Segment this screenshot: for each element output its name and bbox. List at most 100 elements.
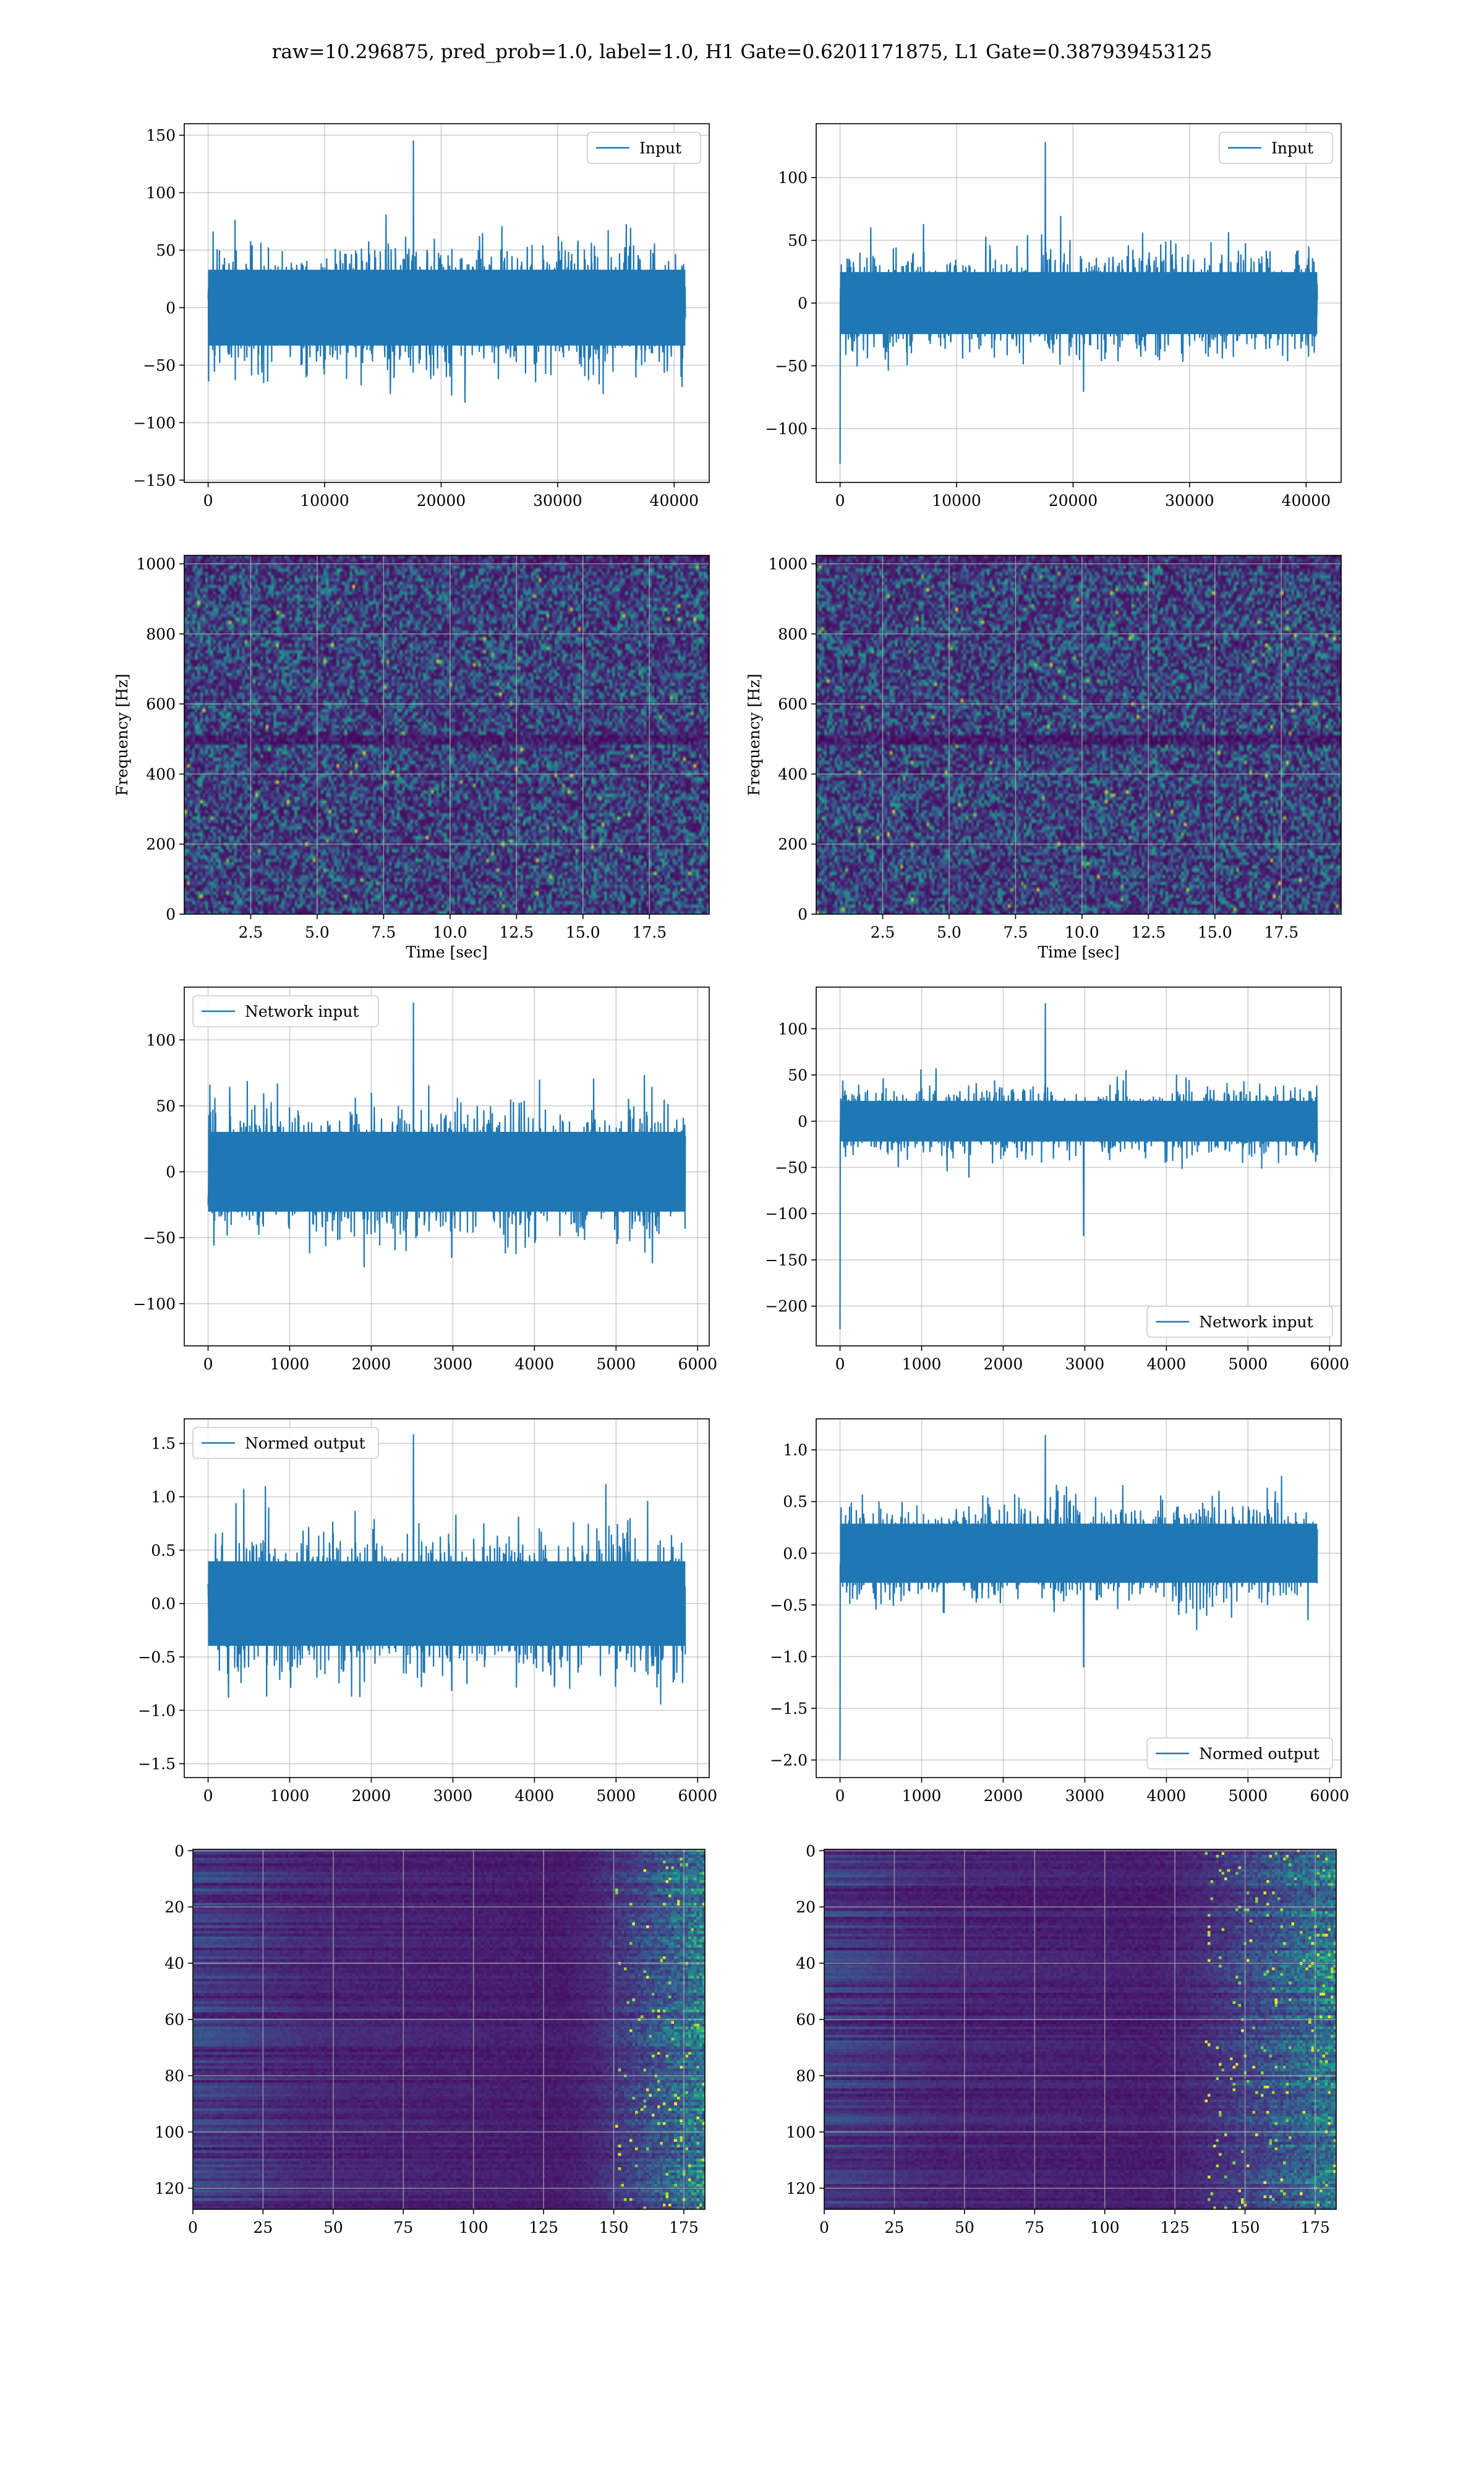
l1-network-input-xtick-label-5: 5000: [1228, 1355, 1268, 1373]
l1-feature-map-xtick-label-1: 25: [885, 2219, 905, 2236]
h1-normed-output-series-band: [208, 1561, 686, 1646]
l1-normed-output-ytick-label-4: 0.0: [783, 1544, 808, 1562]
h1-spectrogram-image: [184, 555, 709, 914]
h1-normed-output-ytick-label-0: −1.5: [138, 1755, 176, 1773]
h1-normed-output-xtick-label-2: 2000: [352, 1787, 391, 1805]
h1-network-input-ytick-label-4: 100: [146, 1031, 176, 1049]
h1-normed-output-legend-label: Normed output: [245, 1434, 365, 1452]
l1-feature-map-xtick-label-3: 75: [1025, 2219, 1044, 2236]
h1-input-xtick-label-4: 40000: [650, 492, 699, 510]
l1-normed-output-ytick-label-1: −1.5: [770, 1700, 808, 1718]
l1-normed-output-axes: Normed output 0 1000 2000 3000 4000 5000 6000 −2…: [770, 1418, 1349, 1805]
l1-network-input-ytick-label-4: 0: [798, 1113, 808, 1131]
h1-spectrogram-xtick-label-2: 7.5: [372, 923, 396, 941]
l1-input-xtick-label-4: 40000: [1282, 492, 1331, 510]
h1-input-legend-label: Input: [639, 139, 681, 157]
h1-network-input-legend: Network input: [192, 995, 379, 1027]
h1-input-ytick-label-6: 150: [146, 127, 176, 145]
l1-normed-output-xtick-label-6: 6000: [1310, 1787, 1349, 1805]
h1-network-input-ytick-label-1: −50: [143, 1229, 176, 1247]
h1-input-series-band: [208, 270, 686, 346]
l1-input-ytick-label-0: −100: [765, 420, 808, 438]
l1-spectrogram-ytick-label-4: 800: [778, 625, 808, 643]
l1-feature-map-ytick-label-6: 120: [786, 2180, 816, 2198]
h1-network-input-legend-label: Network input: [245, 1003, 359, 1021]
l1-feature-map-xtick-label-7: 175: [1300, 2219, 1330, 2236]
l1-network-input-ytick-label-0: −200: [765, 1298, 808, 1316]
h1-feature-map-xtick-label-3: 75: [393, 2219, 413, 2236]
h1-feature-map-frame: [192, 1849, 706, 2210]
h1-normed-output-xtick-label-4: 4000: [515, 1787, 555, 1805]
l1-network-input-xtick-label-0: 0: [835, 1355, 845, 1373]
l1-feature-map-ytick-label-0: 0: [806, 1842, 816, 1860]
l1-network-input-legend-label: Network input: [1199, 1313, 1313, 1331]
h1-normed-output-ytick-label-4: 0.5: [151, 1541, 176, 1559]
h1-spectrogram-ytick-label-4: 800: [146, 625, 176, 643]
h1-normed-output-ytick-label-2: −0.5: [138, 1648, 176, 1666]
h1-normed-output-frame: [184, 1418, 710, 1778]
h1-feature-map-xtick-label-7: 175: [669, 2219, 699, 2236]
l1-normed-output-ytick-label-0: −2.0: [770, 1752, 808, 1770]
l1-feature-map-xtick-label-2: 50: [955, 2219, 974, 2236]
l1-normed-output-ytick-label-6: 1.0: [783, 1441, 808, 1459]
h1-feature-map-ytick-label-0: 0: [174, 1842, 184, 1860]
h1-spectrogram-ytick-label-1: 200: [146, 836, 176, 854]
l1-spectrogram-xtick-label-2: 7.5: [1004, 923, 1028, 941]
l1-spectrogram-ytick-label-1: 200: [778, 836, 808, 854]
h1-normed-output-ytick-label-6: 1.5: [151, 1435, 176, 1453]
l1-spectrogram-xtick-label-0: 2.5: [871, 923, 895, 941]
l1-network-input-ytick-label-2: −100: [765, 1205, 808, 1223]
h1-feature-map-axes: 0 25 50 75 100 125 150 175 0 20 40 60 80 100 120: [155, 1842, 706, 2236]
h1-input-ytick-label-2: −50: [143, 356, 176, 374]
h1-network-input-legend-box: [192, 995, 379, 1027]
l1-spectrogram-xtick-label-6: 17.5: [1264, 923, 1298, 941]
h1-network-input-xtick-label-3: 3000: [433, 1355, 473, 1373]
l1-normed-output-legend-label: Normed output: [1199, 1745, 1320, 1763]
l1-normed-output-frame: [816, 1418, 1342, 1778]
h1-normed-output-xtick-label-1: 1000: [270, 1787, 310, 1805]
l1-spectrogram-image: [816, 555, 1341, 914]
l1-spectrogram-ytick-label-2: 400: [778, 765, 808, 783]
h1-network-input-xtick-label-1: 1000: [270, 1355, 310, 1373]
h1-spectrogram-ytick-label-0: 0: [166, 905, 176, 923]
h1-spectrogram-frame: [184, 555, 710, 915]
h1-feature-map-ytick-label-6: 120: [155, 2180, 184, 2198]
l1-normed-output-series-line: [839, 1434, 1318, 1760]
l1-normed-output-ytick-label-2: −1.0: [770, 1648, 808, 1666]
h1-spectrogram-ytick-label-3: 600: [146, 695, 176, 713]
h1-feature-map-xtick-label-6: 150: [599, 2219, 629, 2236]
l1-input-series-band: [840, 272, 1318, 335]
h1-input-legend: Input: [587, 132, 701, 164]
l1-network-input-legend: Network input: [1146, 1306, 1333, 1338]
h1-network-input-xtick-label-4: 4000: [515, 1355, 555, 1373]
l1-input-legend-label: Input: [1271, 139, 1313, 157]
h1-network-input-xtick-label-2: 2000: [352, 1355, 391, 1373]
h1-input-ytick-label-1: −100: [133, 414, 176, 432]
h1-network-input-ytick-label-3: 50: [156, 1097, 176, 1115]
l1-network-input-xtick-label-4: 4000: [1147, 1355, 1187, 1373]
l1-network-input-xtick-label-1: 1000: [902, 1355, 942, 1373]
l1-input-ytick-label-4: 100: [778, 169, 808, 187]
l1-spectrogram-frame: [816, 555, 1342, 915]
l1-feature-map-ytick-label-1: 20: [796, 1898, 816, 1916]
l1-spectrogram-ytick-label-5: 1000: [768, 555, 808, 573]
l1-feature-map-ytick-label-2: 40: [796, 1954, 816, 1972]
h1-feature-map-ytick-label-2: 40: [164, 1954, 184, 1972]
h1-spectrogram-ytick-label-5: 1000: [136, 555, 176, 573]
h1-input-xtick-label-2: 20000: [417, 492, 466, 510]
h1-spectrogram-xtick-label-3: 10.0: [433, 923, 467, 941]
h1-feature-map-xtick-label-4: 100: [459, 2219, 488, 2236]
l1-input-xtick-label-3: 30000: [1165, 492, 1214, 510]
h1-normed-output-xtick-label-6: 6000: [678, 1787, 717, 1805]
h1-network-input-xtick-label-0: 0: [203, 1355, 213, 1373]
h1-input-axes: Input 0 10000 20000 30000 40000 −150 −100 −50 0 50…: [133, 123, 710, 510]
h1-normed-output-xtick-label-0: 0: [203, 1787, 213, 1805]
l1-normed-output-ytick-label-3: −0.5: [770, 1596, 808, 1614]
h1-network-input-xtick-label-6: 6000: [678, 1355, 717, 1373]
l1-network-input-ytick-label-5: 50: [788, 1066, 808, 1084]
h1-network-input-xtick-label-5: 5000: [596, 1355, 636, 1373]
h1-input-frame: [184, 123, 710, 483]
l1-spectrogram-ytick-label-3: 600: [778, 695, 808, 713]
